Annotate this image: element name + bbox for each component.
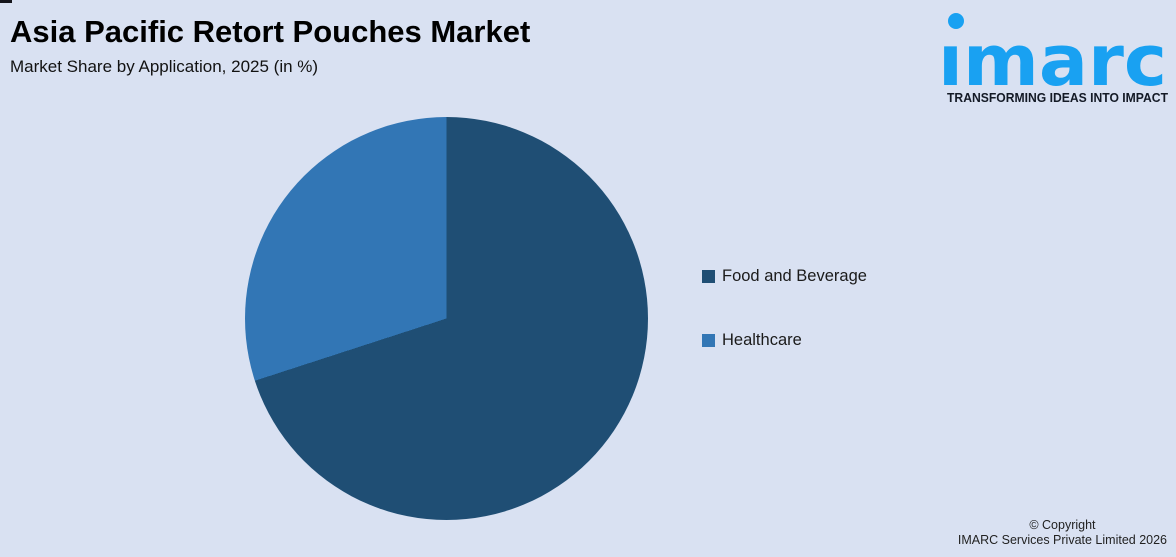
screenshot-artifact — [0, 0, 12, 3]
chart-legend: Food and Beverage Healthcare — [702, 266, 867, 350]
copyright-line2: IMARC Services Private Limited 2026 — [957, 533, 1167, 547]
imarc-logo: ımarc TRANSFORMING IDEAS INTO IMPACT — [936, 0, 1172, 112]
logo-wordmark: ımarc — [938, 20, 1167, 102]
imarc-logo-graphic: ımarc TRANSFORMING IDEAS INTO IMPACT — [938, 13, 1168, 105]
logo-tagline: TRANSFORMING IDEAS INTO IMPACT — [947, 91, 1168, 105]
legend-swatch-healthcare — [702, 333, 715, 347]
logo-i-dot-icon — [948, 13, 964, 29]
chart-header: Asia Pacific Retort Pouches Market Marke… — [10, 12, 530, 78]
copyright-line1: © Copyright — [1029, 518, 1096, 532]
copyright-notice: © Copyright IMARC Services Private Limit… — [958, 518, 1167, 548]
legend-item-food-and-beverage: Food and Beverage — [702, 266, 867, 286]
page-subtitle: Market Share by Application, 2025 (in %) — [10, 57, 319, 76]
legend-label: Food and Beverage — [722, 266, 867, 285]
legend-label: Healthcare — [722, 330, 802, 349]
legend-swatch-food-and-beverage — [702, 269, 715, 283]
pie-chart — [245, 117, 648, 520]
page-title: Asia Pacific Retort Pouches Market — [10, 14, 531, 49]
legend-item-healthcare: Healthcare — [702, 330, 867, 350]
